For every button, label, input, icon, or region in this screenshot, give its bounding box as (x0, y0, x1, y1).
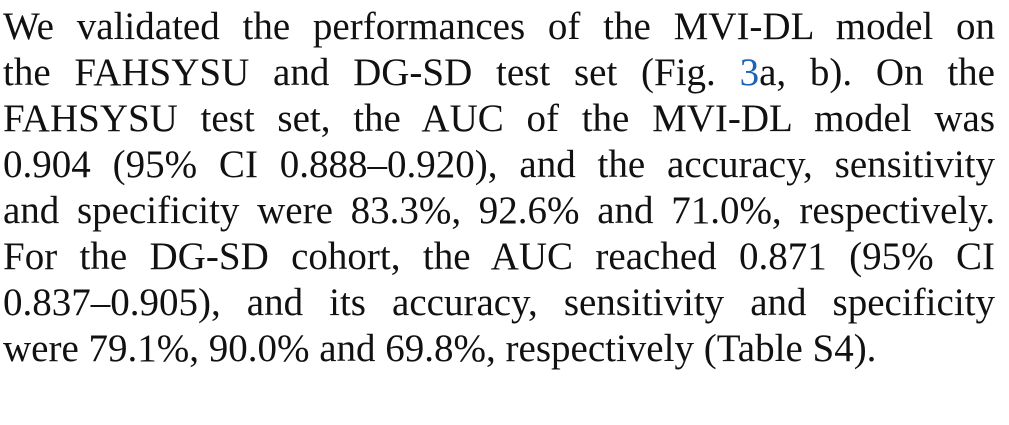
text-line-2: the FAHSYSU and DG-SD test set (Fig. 3a,… (3, 50, 995, 96)
text-line-2-before-link: the FAHSYSU and DG-SD test set (Fig. (3, 51, 740, 94)
text-line-5: and specificity were 83.3%, 92.6% and 71… (3, 189, 995, 232)
figure-3-reference-link[interactable]: 3 (739, 51, 760, 94)
text-line-8: were 79.1%, 90.0% and 69.8%, respectivel… (3, 327, 877, 370)
text-line-7: 0.837–0.905), and its accuracy, sensitiv… (3, 281, 995, 324)
text-line-6: For the DG-SD cohort, the AUC reached 0.… (3, 235, 995, 278)
results-paragraph: We validated the performances of the MVI… (3, 4, 1003, 372)
text-line-2-after-link: a, b). On the (759, 51, 995, 94)
text-line-3: FAHSYSU test set, the AUC of the MVI-DL … (3, 97, 995, 140)
text-line-1: We validated the performances of the MVI… (3, 5, 995, 48)
text-line-4: 0.904 (95% CI 0.888–0.920), and the accu… (3, 143, 995, 186)
